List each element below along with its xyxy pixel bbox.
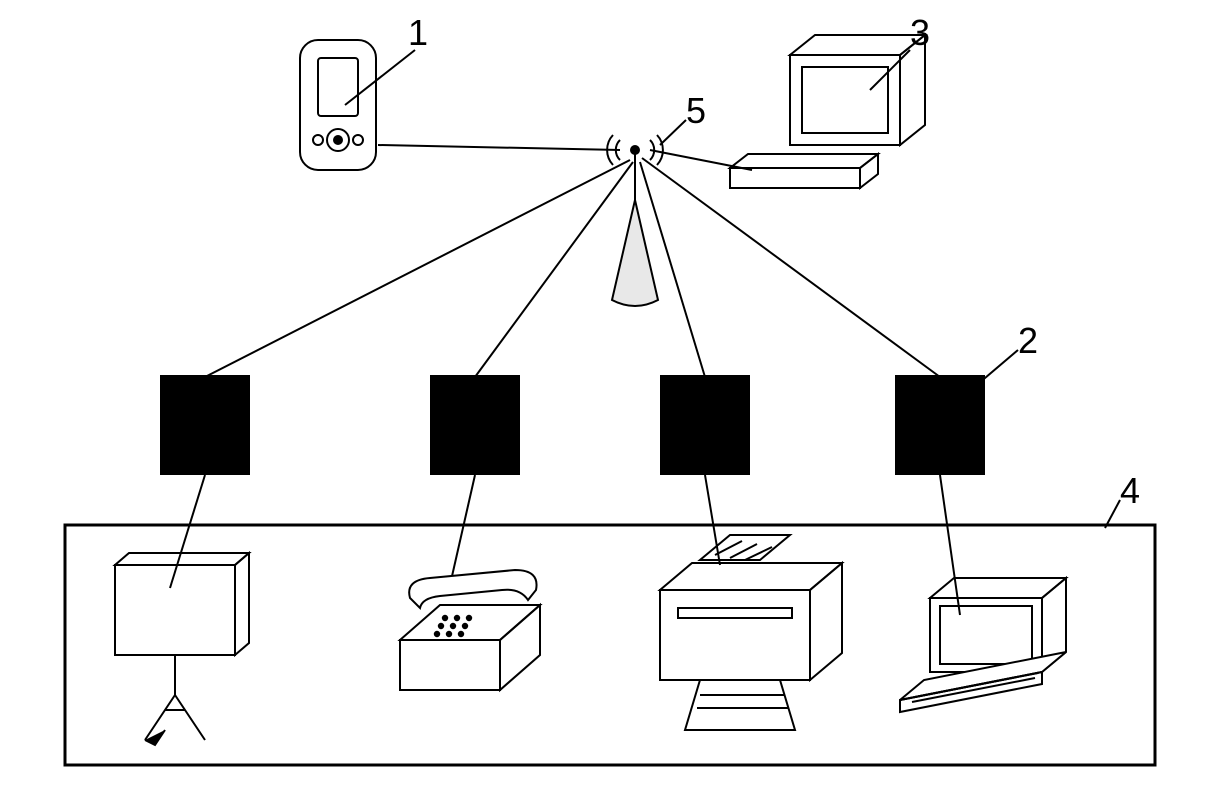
printer-icon [660, 535, 842, 730]
antenna-icon [607, 135, 663, 306]
box4-to-laptop [940, 475, 960, 615]
leader-2 [965, 350, 1018, 395]
projector-screen-icon [115, 553, 249, 745]
hub-to-box1 [205, 160, 630, 377]
diagram-svg [0, 0, 1224, 800]
hub-to-box2 [475, 162, 633, 377]
box1-to-screen [170, 475, 205, 588]
box2-to-phone [450, 475, 475, 585]
box3-to-printer [705, 475, 720, 565]
device-container-rect [65, 525, 1155, 765]
leader-5 [660, 120, 686, 145]
hub-to-box4 [642, 158, 940, 377]
hub-to-phone [378, 145, 620, 150]
desktop-monitor-icon [730, 35, 925, 188]
smartphone-icon [300, 40, 376, 170]
telephone-icon [400, 570, 540, 690]
diagram-stage: 1 3 5 2 4 [0, 0, 1224, 800]
laptop-icon [900, 578, 1066, 712]
